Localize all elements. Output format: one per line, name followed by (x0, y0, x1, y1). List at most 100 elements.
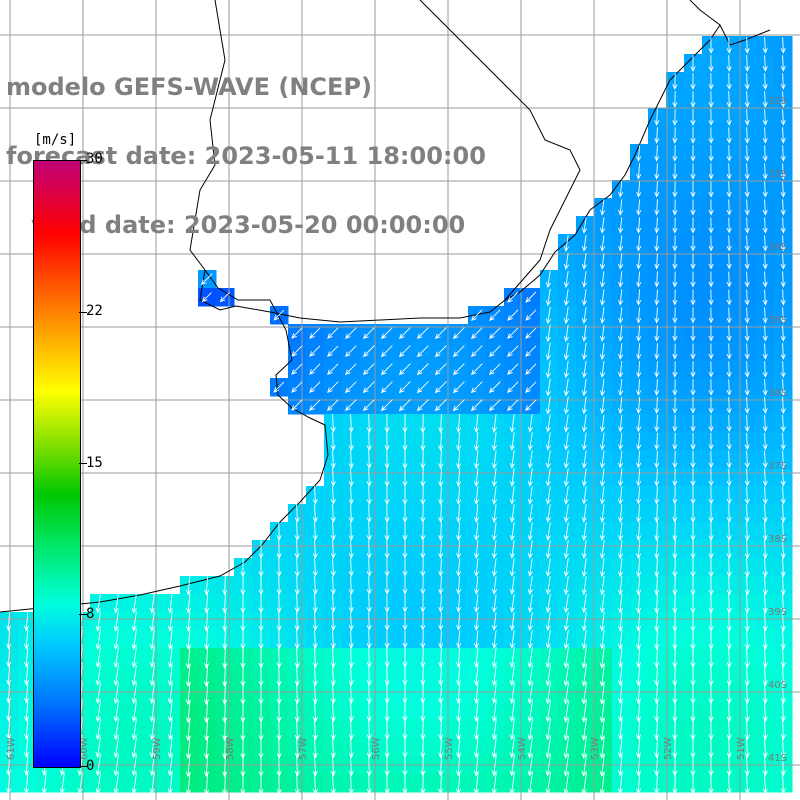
wind-arrow (581, 217, 588, 234)
wind-arrow (491, 772, 497, 795)
wind-arrow (762, 468, 768, 487)
lon-label: 56W (371, 737, 382, 760)
wind-arrow (149, 700, 155, 723)
wind-arrow (636, 343, 642, 360)
wind-arrow (456, 594, 462, 613)
wind-arrow (509, 594, 515, 613)
wind-arrow (726, 700, 732, 723)
wind-arrow (312, 718, 318, 741)
wind-arrow (672, 432, 678, 451)
lon-label: 55W (444, 737, 455, 760)
wind-arrow (509, 468, 515, 487)
wind-arrow (618, 253, 624, 270)
wind-arrow (654, 271, 660, 288)
wind-arrow (617, 665, 624, 686)
wind-arrow (366, 522, 372, 541)
wind-arrow (149, 736, 155, 759)
wind-arrow (185, 575, 192, 596)
wind-arrow (744, 557, 750, 578)
wind-arrow (527, 700, 533, 723)
wind-arrow (563, 414, 569, 433)
wind-arrow (491, 683, 497, 704)
wind-arrow (780, 522, 786, 541)
wind-arrow (636, 504, 642, 523)
wind-arrow (617, 504, 624, 523)
wind-arrow (309, 327, 321, 339)
wind-arrow (672, 772, 678, 795)
wind-arrow (327, 327, 339, 339)
wind-arrow (599, 486, 606, 505)
wind-arrow (744, 163, 750, 180)
wind-arrow (581, 754, 587, 777)
wind-arrow (762, 647, 768, 668)
wind-arrow (618, 271, 624, 288)
wind-arrow (491, 736, 497, 759)
wind-arrow (581, 772, 587, 795)
wind-arrow (617, 754, 623, 776)
wind-arrow (509, 522, 515, 541)
wind-arrow (95, 665, 101, 686)
wind-arrow (726, 397, 732, 414)
wind-arrow (726, 73, 732, 90)
wind-arrow (527, 414, 533, 433)
wind-arrow (581, 557, 587, 578)
wind-arrow (491, 468, 498, 487)
wind-arrow (131, 611, 137, 632)
wind-arrow (599, 718, 605, 741)
wind-arrow (744, 539, 750, 560)
wind-arrow (330, 754, 336, 777)
wind-arrow (599, 664, 605, 687)
wind-arrow (636, 181, 642, 198)
wind-arrow (636, 253, 642, 270)
wind-arrow (762, 325, 768, 342)
wind-arrow (762, 307, 768, 324)
wind-arrow (149, 593, 155, 614)
wind-arrow (185, 629, 192, 650)
wind-arrow (95, 629, 101, 650)
wind-arrow (312, 594, 318, 613)
wind-arrow (509, 576, 515, 595)
wind-arrow (744, 736, 750, 759)
wind-arrow (330, 736, 336, 759)
wind-arrow (636, 414, 642, 433)
wind-arrow (672, 593, 678, 614)
wind-arrow (672, 557, 678, 578)
wind-arrow (744, 611, 750, 632)
wind-arrow (491, 630, 498, 649)
wind-arrow (708, 772, 714, 795)
wind-arrow (149, 629, 155, 650)
wind-arrow (744, 343, 750, 360)
wind-arrow (744, 289, 750, 306)
wind-arrow (636, 361, 642, 378)
wind-arrow (780, 468, 786, 487)
wind-arrow (525, 381, 537, 393)
wind-arrow (654, 343, 660, 360)
wind-arrow (276, 682, 282, 705)
wind-arrow (581, 593, 587, 614)
wind-arrow (617, 772, 623, 794)
wind-arrow (402, 504, 408, 523)
wind-arrow (456, 522, 462, 541)
wind-arrow (113, 700, 119, 723)
wind-arrow (600, 307, 606, 324)
wind-arrow (617, 611, 624, 632)
wind-arrow (366, 504, 372, 523)
wind-arrow (312, 576, 318, 595)
wind-arrow (348, 630, 354, 649)
wind-arrow (294, 611, 300, 632)
wind-arrow (654, 253, 660, 270)
wind-arrow (617, 629, 624, 650)
wind-arrow (222, 699, 228, 724)
wind-arrow (599, 522, 606, 541)
wind-arrow (618, 181, 624, 198)
wind-arrow (204, 593, 210, 614)
wind-arrow (780, 432, 786, 451)
wind-arrow (563, 360, 569, 379)
wind-arrow (780, 289, 786, 306)
wind-arrow (690, 181, 696, 198)
wind-arrow (563, 468, 569, 487)
wind-arrow (690, 91, 696, 108)
wind-arrow (708, 91, 714, 108)
wind-arrow (599, 646, 605, 669)
wind-arrow (294, 575, 300, 596)
